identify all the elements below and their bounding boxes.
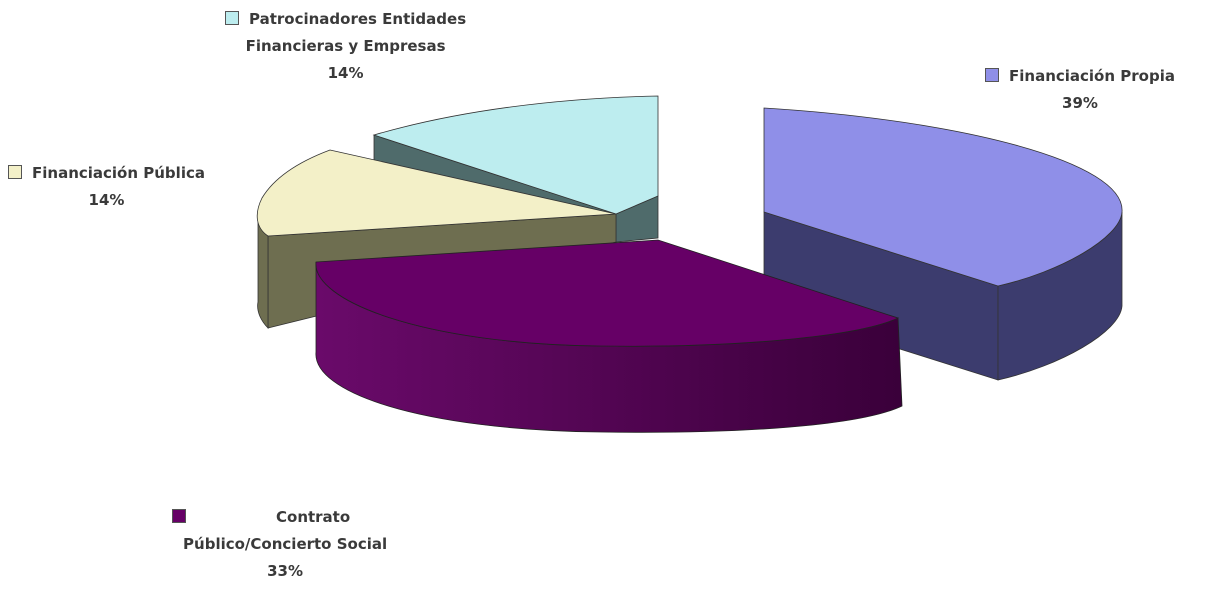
label-text: Financiación Propia	[1009, 67, 1175, 85]
slice-contrato-publico	[315, 239, 903, 433]
label-contrato-publico-name-2: Público/Concierto Social	[183, 535, 388, 553]
label-patrocinadores-name-2: Financieras y Empresas	[245, 37, 446, 55]
label-patrocinadores: Patrocinadores Entidades Financieras y E…	[225, 6, 466, 87]
slice-financiacion-publica-top	[256, 149, 617, 237]
label-contrato-publico: Contrato Público/Concierto Social 33%	[172, 504, 398, 585]
legend-swatch-financiacion-publica	[8, 165, 22, 179]
slice-patrocinadores-top	[372, 95, 659, 215]
label-text: Contrato	[276, 508, 351, 526]
label-financiacion-propia-name: Financiación Propia	[985, 63, 1175, 90]
label-financiacion-publica-percent: 14%	[88, 191, 125, 209]
label-financiacion-publica: Financiación Pública 14%	[8, 160, 205, 214]
label-contrato-publico-name-1: Contrato	[172, 504, 398, 531]
slice-financiacion-propia-top	[763, 107, 1123, 287]
label-text: Patrocinadores Entidades	[249, 10, 467, 28]
label-financiacion-propia-percent: 39%	[1062, 94, 1098, 112]
slice-contrato-publico-top	[315, 239, 900, 347]
slice-financiacion-propia	[763, 107, 1123, 381]
label-financiacion-publica-name: Financiación Pública	[8, 160, 205, 187]
legend-swatch-contrato-publico	[172, 509, 186, 523]
label-contrato-publico-percent: 33%	[267, 562, 304, 580]
legend-swatch-financiacion-propia	[985, 68, 999, 82]
label-patrocinadores-percent: 14%	[327, 64, 364, 82]
label-text: Financiación Pública	[32, 164, 205, 182]
legend-swatch-patrocinadores	[225, 11, 239, 25]
label-patrocinadores-name-1: Patrocinadores Entidades	[225, 6, 466, 33]
label-financiacion-propia: Financiación Propia 39%	[985, 63, 1175, 117]
